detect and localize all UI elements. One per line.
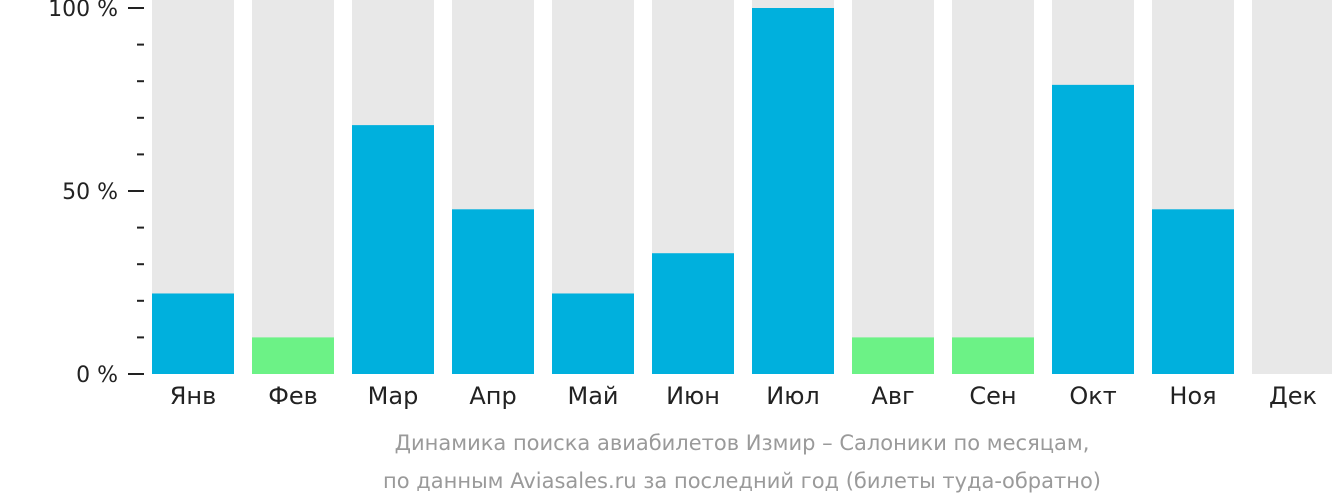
x-tick-label-month-1: Янв [170,382,217,410]
x-tick-label-month-7: Июл [766,382,820,410]
x-tick-label-month-11: Ноя [1169,382,1216,410]
value-bar-month-9 [952,337,1034,374]
chart-caption-line-2: по данным Aviasales.ru за последний год … [383,469,1101,493]
y-tick-label-100: 100 % [48,0,118,22]
value-bar-month-2 [252,337,334,374]
x-tick-label-month-5: Май [567,382,618,410]
value-bar-month-11 [1152,209,1234,374]
value-bars [152,8,1234,375]
x-axis-labels: Янв Фев Мар Апр Май Июн Июл Авг Сен Окт Ноя Дек [170,382,1317,410]
value-bar-month-8 [852,337,934,374]
background-bar-month-12 [1252,0,1332,374]
y-tick-label-50: 50 % [62,180,118,205]
value-bar-month-6 [652,253,734,374]
x-tick-label-month-4: Апр [469,382,516,410]
value-bar-month-4 [452,209,534,374]
background-bar-month-9 [952,0,1034,374]
x-tick-label-month-8: Авг [871,382,914,410]
chart-caption-line-1: Динамика поиска авиабилетов Измир – Сало… [395,431,1090,455]
x-tick-label-month-3: Мар [368,382,419,410]
x-tick-label-month-6: Июн [666,382,720,410]
x-tick-label-month-10: Окт [1069,382,1116,410]
x-tick-label-month-9: Сен [969,382,1016,410]
background-bar-month-2 [252,0,334,374]
x-tick-label-month-2: Фев [268,382,318,410]
value-bar-month-7 [752,8,834,374]
y-tick-label-0: 0 % [76,363,118,388]
y-axis: 0 % 50 % 100 % [48,0,144,388]
x-tick-label-month-12: Дек [1269,382,1317,410]
value-bar-month-5 [552,293,634,374]
value-bar-month-3 [352,125,434,375]
value-bar-month-1 [152,293,234,374]
background-bar-month-8 [852,0,934,374]
value-bar-month-10 [1052,84,1134,375]
